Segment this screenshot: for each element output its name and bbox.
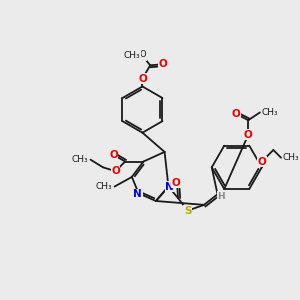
Text: CH₃: CH₃ (262, 108, 278, 117)
Text: CH₃: CH₃ (124, 51, 140, 60)
Text: N: N (165, 182, 174, 192)
Text: O: O (257, 157, 266, 166)
Text: O: O (109, 150, 118, 160)
Text: H: H (218, 192, 225, 201)
Text: O: O (244, 130, 253, 140)
Text: O: O (231, 110, 240, 119)
Text: O: O (158, 59, 167, 69)
Text: O: O (139, 50, 146, 59)
Text: CH₃: CH₃ (96, 182, 112, 191)
Text: O: O (111, 166, 120, 176)
Text: N: N (133, 189, 142, 199)
Text: O: O (172, 178, 181, 188)
Text: CH₃: CH₃ (283, 153, 300, 162)
Text: CH₃: CH₃ (72, 155, 88, 164)
Text: O: O (138, 74, 147, 84)
Text: S: S (184, 206, 191, 216)
